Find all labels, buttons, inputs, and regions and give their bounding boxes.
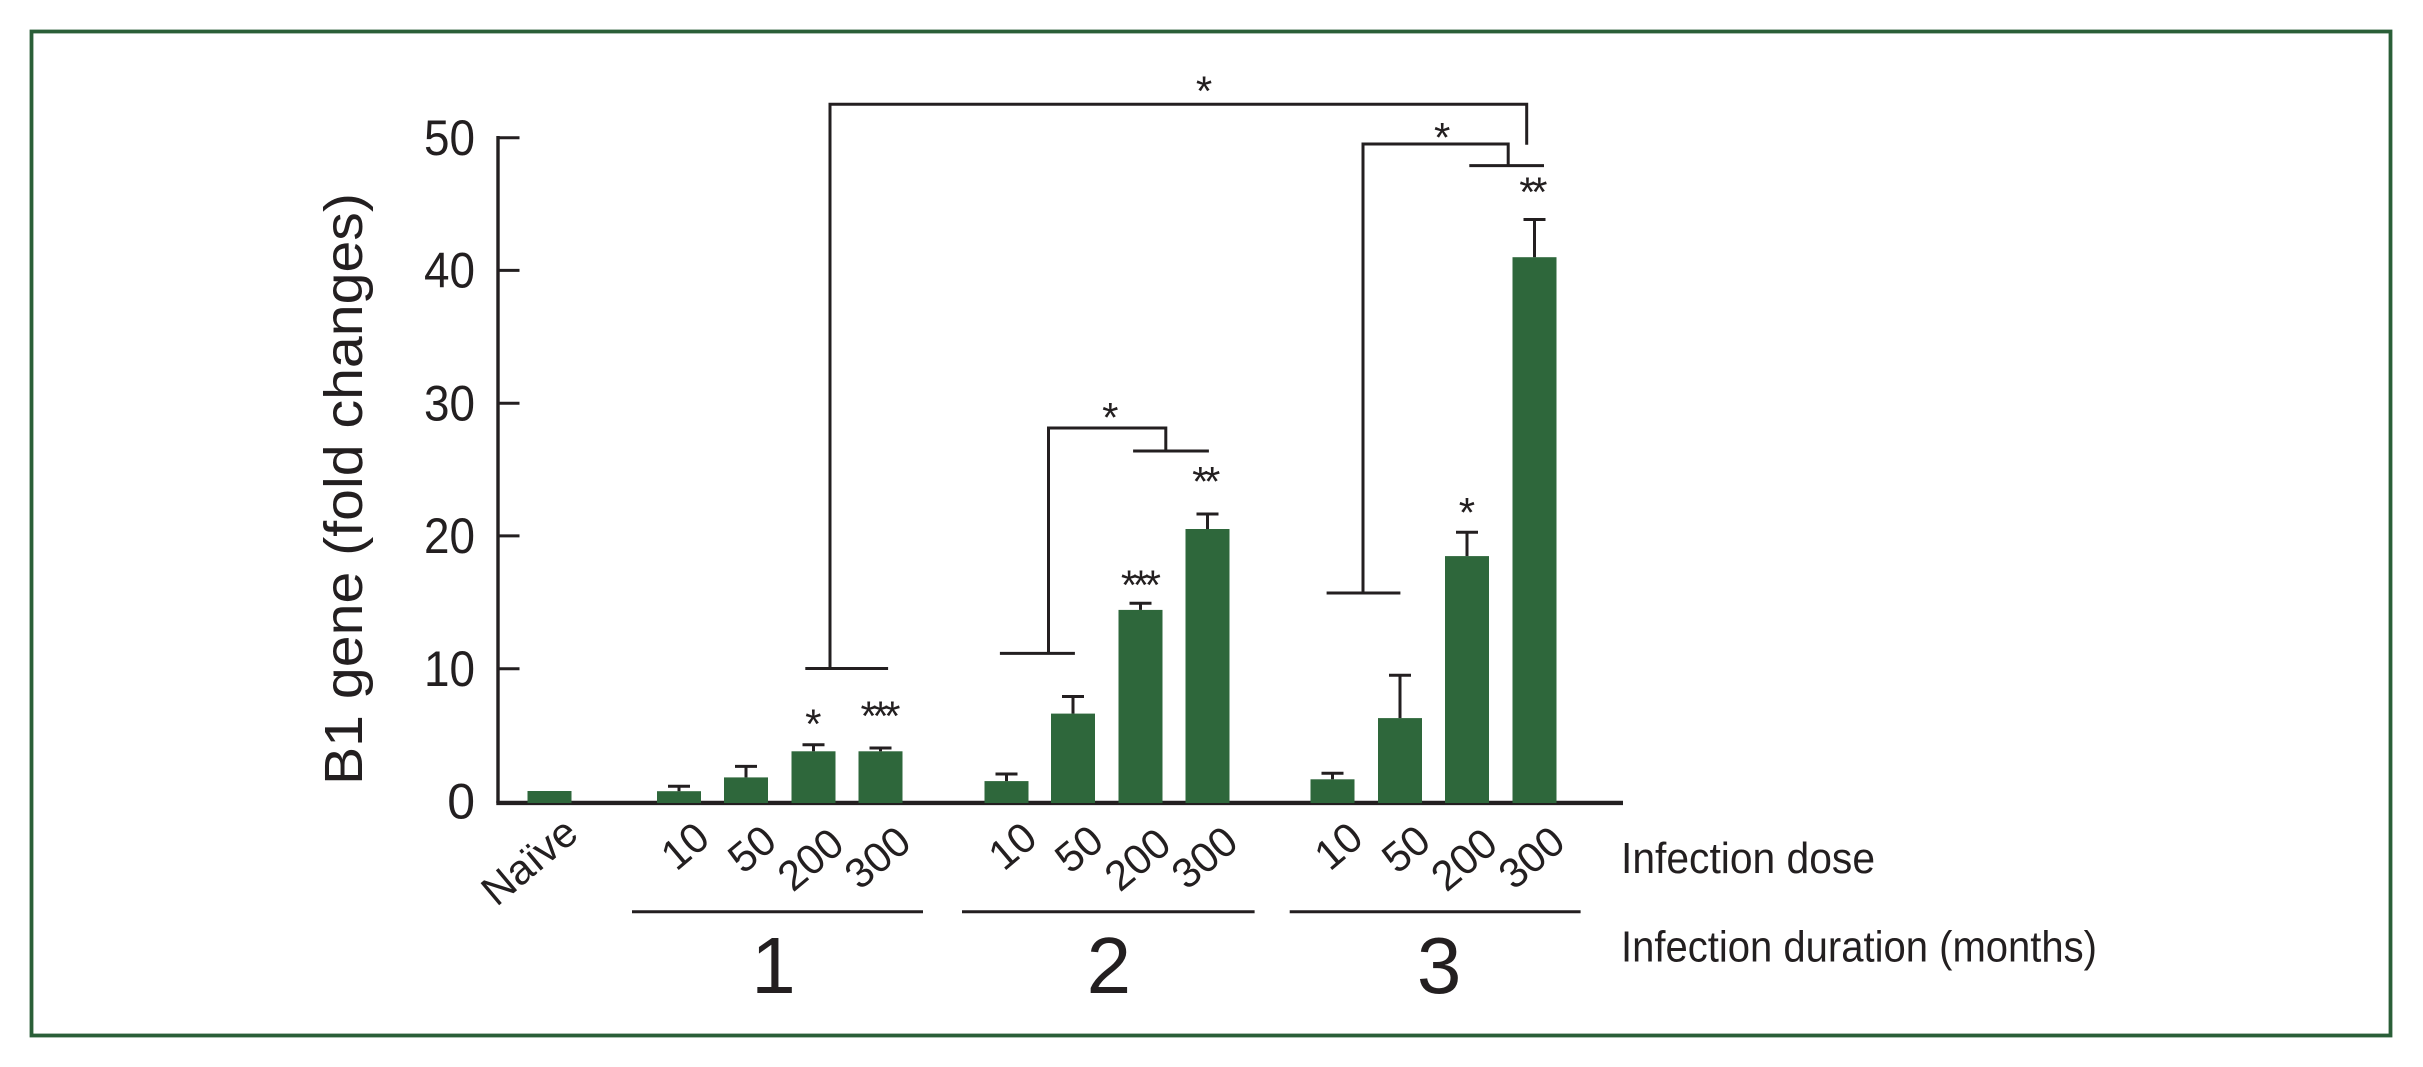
svg-text:20: 20 [424,508,475,564]
svg-text:10: 10 [424,641,475,697]
svg-text:***: *** [860,692,900,739]
svg-text:Infection duration (months): Infection duration (months) [1621,923,2097,972]
svg-text:1: 1 [751,921,796,1010]
svg-text:2: 2 [1087,921,1132,1010]
svg-text:Infection dose: Infection dose [1621,834,1875,883]
svg-text:**: ** [1192,458,1220,505]
svg-text:0: 0 [447,774,475,830]
svg-text:50: 50 [424,110,475,166]
svg-text:***: *** [1121,562,1161,609]
svg-text:30: 30 [424,375,475,431]
svg-text:**: ** [1519,168,1547,215]
svg-text:B1 gene (fold changes): B1 gene (fold changes) [314,193,374,785]
svg-text:40: 40 [424,243,475,299]
svg-text:3: 3 [1417,921,1462,1010]
